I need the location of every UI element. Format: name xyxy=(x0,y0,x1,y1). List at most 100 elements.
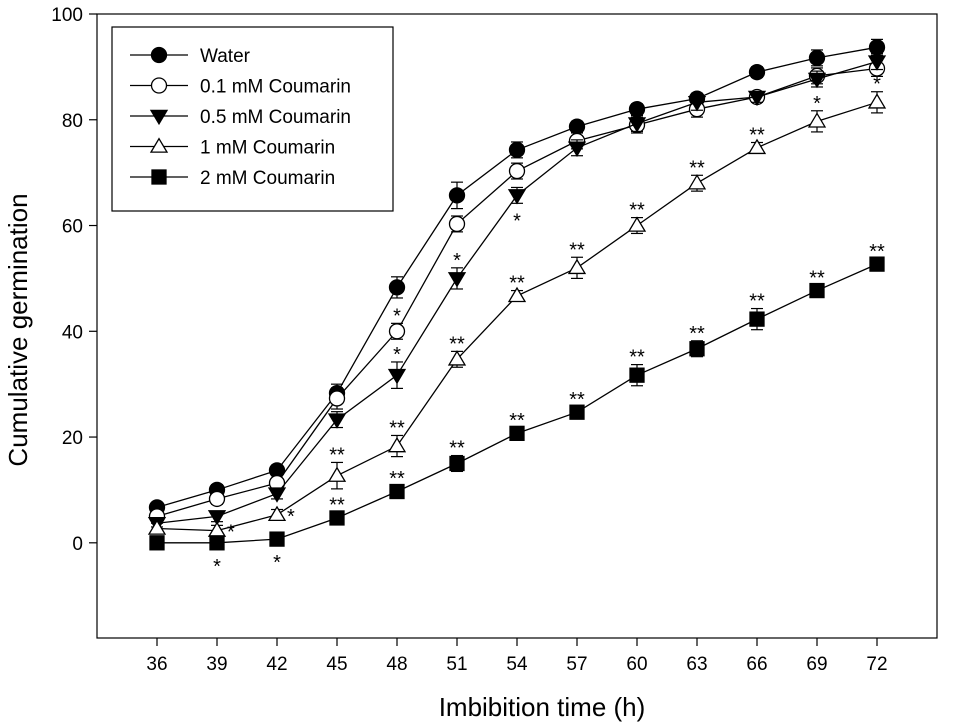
legend-label: Water xyxy=(200,46,251,67)
significance-label: ** xyxy=(389,468,405,490)
data-point xyxy=(627,117,647,133)
y-tick-label: 0 xyxy=(72,534,83,555)
x-tick-label: 66 xyxy=(746,654,767,675)
data-point xyxy=(448,187,466,204)
significance-label: ** xyxy=(509,410,525,432)
significance-label: * xyxy=(273,552,281,574)
data-point xyxy=(269,531,285,547)
data-point xyxy=(508,162,526,180)
significance-label: ** xyxy=(749,125,765,147)
significance-label: ** xyxy=(329,444,345,466)
series-1-mm-coumarin: ******************** xyxy=(147,74,887,544)
data-point xyxy=(147,519,167,535)
y-tick-label: 100 xyxy=(51,5,83,26)
data-point xyxy=(628,101,646,118)
data-point xyxy=(329,510,345,526)
data-point xyxy=(809,282,825,299)
data-point xyxy=(387,436,407,453)
data-point xyxy=(149,535,165,551)
significance-label: ** xyxy=(629,200,645,222)
data-point xyxy=(807,112,827,128)
data-point xyxy=(687,96,707,112)
significance-label: * xyxy=(453,250,461,272)
data-point xyxy=(687,174,707,190)
legend-marker xyxy=(149,137,169,153)
significance-label: ** xyxy=(749,291,765,313)
significance-label: * xyxy=(287,506,295,528)
data-point xyxy=(507,189,527,205)
x-tick-label: 39 xyxy=(206,654,227,675)
x-tick-label: 72 xyxy=(866,654,887,675)
significance-label: ** xyxy=(689,157,705,179)
x-axis-title: Imbibition time (h) xyxy=(439,692,646,722)
data-point xyxy=(689,341,705,357)
data-point xyxy=(447,272,467,288)
data-point xyxy=(388,323,406,340)
x-tick-label: 54 xyxy=(506,654,528,675)
data-point xyxy=(447,350,467,366)
legend-label: 2 mM Coumarin xyxy=(200,168,335,189)
significance-label: ** xyxy=(809,267,825,289)
x-tick-label: 60 xyxy=(626,654,647,675)
legend: Water 0.1 mM Coumarin 0.5 mM Coumarin 1 mM … xyxy=(111,26,394,212)
x-tick-label: 57 xyxy=(566,654,587,675)
significance-label: ** xyxy=(689,323,705,345)
legend-marker xyxy=(150,77,168,94)
data-point xyxy=(509,425,525,441)
x-tick-label: 63 xyxy=(686,654,707,675)
data-point xyxy=(807,72,827,89)
significance-label: * xyxy=(873,74,881,96)
significance-label: * xyxy=(393,344,401,366)
data-point xyxy=(267,487,287,503)
significance-label: ** xyxy=(509,273,525,295)
data-point xyxy=(569,404,585,420)
data-point xyxy=(867,93,887,109)
legend-marker xyxy=(149,109,169,126)
data-point xyxy=(209,535,225,551)
data-point xyxy=(749,311,765,327)
legend-label: 1 mM Coumarin xyxy=(200,138,335,159)
data-point xyxy=(507,286,527,303)
data-point xyxy=(567,258,587,275)
data-point xyxy=(747,90,767,107)
data-point xyxy=(208,490,226,508)
legend-marker xyxy=(151,169,167,185)
series-line-2-mm-coumarin xyxy=(157,263,878,544)
data-point xyxy=(508,141,526,159)
legend-label: 0.1 mM Coumarin xyxy=(200,77,351,98)
x-tick-label: 36 xyxy=(146,654,167,675)
x-tick-label: 42 xyxy=(266,654,287,675)
data-point xyxy=(449,455,465,472)
data-point xyxy=(867,55,887,71)
data-point xyxy=(629,367,645,383)
data-point xyxy=(869,256,885,272)
data-point xyxy=(627,216,647,232)
x-tick-label: 69 xyxy=(806,654,827,675)
significance-label: * xyxy=(213,556,221,578)
data-point xyxy=(568,118,586,135)
legend-label: 0.5 mM Coumarin xyxy=(200,107,351,128)
data-point xyxy=(748,64,766,81)
significance-label: ** xyxy=(629,347,645,369)
data-point xyxy=(327,466,347,482)
data-point xyxy=(747,138,767,155)
y-axis-title: Cumulative germination xyxy=(3,193,33,466)
data-point xyxy=(207,510,227,526)
significance-label: ** xyxy=(329,495,345,517)
significance-label: * xyxy=(813,93,821,115)
y-tick-label: 80 xyxy=(62,111,83,132)
data-point xyxy=(448,215,466,233)
data-point xyxy=(267,505,287,522)
series-2-mm-coumarin: * ********************* xyxy=(149,241,885,578)
data-point xyxy=(387,368,407,385)
legend-marker xyxy=(150,46,168,64)
data-point xyxy=(808,49,826,67)
significance-label: ** xyxy=(869,241,885,263)
significance-label: * xyxy=(227,522,235,544)
significance-label: ** xyxy=(569,389,585,411)
x-tick-label: 45 xyxy=(326,654,347,675)
x-tick-label: 51 xyxy=(446,654,467,675)
y-tick-label: 60 xyxy=(62,217,83,238)
